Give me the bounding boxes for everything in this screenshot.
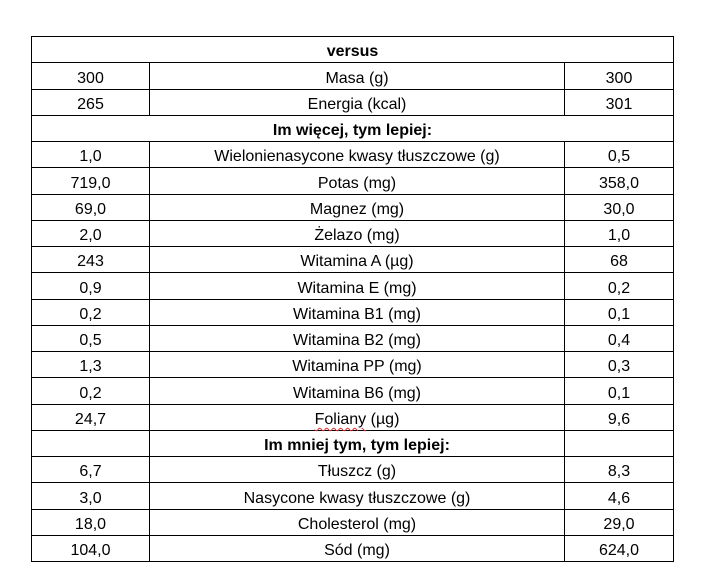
table-row: 24,7 Foliany (µg) 9,6 (31, 403, 674, 431)
left-value: 243 (31, 245, 150, 274)
nutrient-label: Foliany (µg) (149, 403, 565, 431)
nutrient-label: Tłuszcz (g) (149, 455, 565, 484)
right-value: 0,4 (564, 324, 674, 353)
table-row: 0,2 Witamina B6 (mg) 0,1 (31, 377, 674, 405)
right-value: 301 (564, 88, 674, 116)
table-row: 1,0 Wielonienasycone kwasy tłuszczowe (g)… (31, 140, 674, 169)
left-value: 6,7 (31, 455, 150, 484)
left-value: 300 (31, 62, 150, 90)
right-value: 29,0 (564, 508, 674, 536)
table-row: 104,0 Sód (mg) 624,0 (31, 534, 674, 563)
table-row: 300 Masa (g) 300 (31, 62, 674, 90)
nutrient-label: Wielonienasycone kwasy tłuszczowe (g) (149, 140, 565, 169)
nutrient-label: Energia (kcal) (149, 88, 565, 116)
left-value: 1,0 (31, 140, 150, 169)
nutrient-label: Witamina B1 (mg) (149, 298, 565, 326)
table-row: 69,0 Magnez (mg) 30,0 (31, 193, 674, 221)
table-row: 243 Witamina A (µg) 68 (31, 245, 674, 274)
right-value: 300 (564, 62, 674, 90)
left-value: 69,0 (31, 193, 150, 221)
nutrient-label: Cholesterol (mg) (149, 508, 565, 536)
left-value: 265 (31, 88, 150, 116)
right-value: 9,6 (564, 403, 674, 431)
section-heading-row: Im mniej tym, tym lepiej: (31, 429, 674, 458)
left-value: 24,7 (31, 403, 150, 431)
section-heading: Im więcej, tym lepiej: (31, 114, 674, 143)
unit: (µg) (366, 410, 400, 428)
nutrient-label: Witamina A (µg) (149, 245, 565, 274)
left-value: 104,0 (31, 534, 150, 563)
right-value: 0,1 (564, 377, 674, 405)
right-value: 624,0 (564, 534, 674, 563)
section-heading-row: Im więcej, tym lepiej: (31, 114, 674, 143)
right-value: 8,3 (564, 455, 674, 484)
nutrient-label: Witamina PP (mg) (149, 350, 565, 379)
nutrient-label: Magnez (mg) (149, 193, 565, 221)
right-value: 0,2 (564, 272, 674, 300)
left-value: 719,0 (31, 167, 150, 195)
left-value: 18,0 (31, 508, 150, 536)
right-value: 1,0 (564, 219, 674, 248)
table-row: 0,5 Witamina B2 (mg) 0,4 (31, 324, 674, 353)
left-value: 0,5 (31, 324, 150, 353)
title-row: versus (31, 35, 674, 64)
left-value: 1,3 (31, 350, 150, 379)
left-value: 0,2 (31, 377, 150, 405)
right-value: 30,0 (564, 193, 674, 221)
left-value: 2,0 (31, 219, 150, 248)
comparison-table: versus 300 Masa (g) 300 265 Energia (kcal) 30… (31, 35, 674, 563)
table-row: 0,2 Witamina B1 (mg) 0,1 (31, 298, 674, 326)
table-row: 1,3 Witamina PP (mg) 0,3 (31, 350, 674, 379)
nutrient-label: Nasycone kwasy tłuszczowe (g) (149, 482, 565, 510)
nutrient-label: Witamina B2 (mg) (149, 324, 565, 353)
title-cell: versus (31, 35, 674, 64)
left-value: 0,2 (31, 298, 150, 326)
table-row: 265 Energia (kcal) 301 (31, 88, 674, 116)
table-row: 3,0 Nasycone kwasy tłuszczowe (g) 4,6 (31, 482, 674, 510)
right-value: 4,6 (564, 482, 674, 510)
table-row: 719,0 Potas (mg) 358,0 (31, 167, 674, 195)
nutrient-label: Witamina B6 (mg) (149, 377, 565, 405)
table-row: 2,0 Żelazo (mg) 1,0 (31, 219, 674, 248)
left-value: 3,0 (31, 482, 150, 510)
section-heading: Im mniej tym, tym lepiej: (149, 429, 565, 458)
empty-cell (31, 429, 150, 458)
right-value: 0,5 (564, 140, 674, 169)
table-row: 6,7 Tłuszcz (g) 8,3 (31, 455, 674, 484)
nutrient-label: Masa (g) (149, 62, 565, 90)
right-value: 0,1 (564, 298, 674, 326)
empty-cell (564, 429, 674, 458)
right-value: 358,0 (564, 167, 674, 195)
left-value: 0,9 (31, 272, 150, 300)
nutrient-label: Witamina E (mg) (149, 272, 565, 300)
nutrient-label: Potas (mg) (149, 167, 565, 195)
right-value: 0,3 (564, 350, 674, 379)
table-row: 0,9 Witamina E (mg) 0,2 (31, 272, 674, 300)
table-row: 18,0 Cholesterol (mg) 29,0 (31, 508, 674, 536)
spellcheck-word[interactable]: Foliany (314, 410, 367, 428)
right-value: 68 (564, 245, 674, 274)
nutrient-label: Żelazo (mg) (149, 219, 565, 248)
nutrient-label: Sód (mg) (149, 534, 565, 563)
